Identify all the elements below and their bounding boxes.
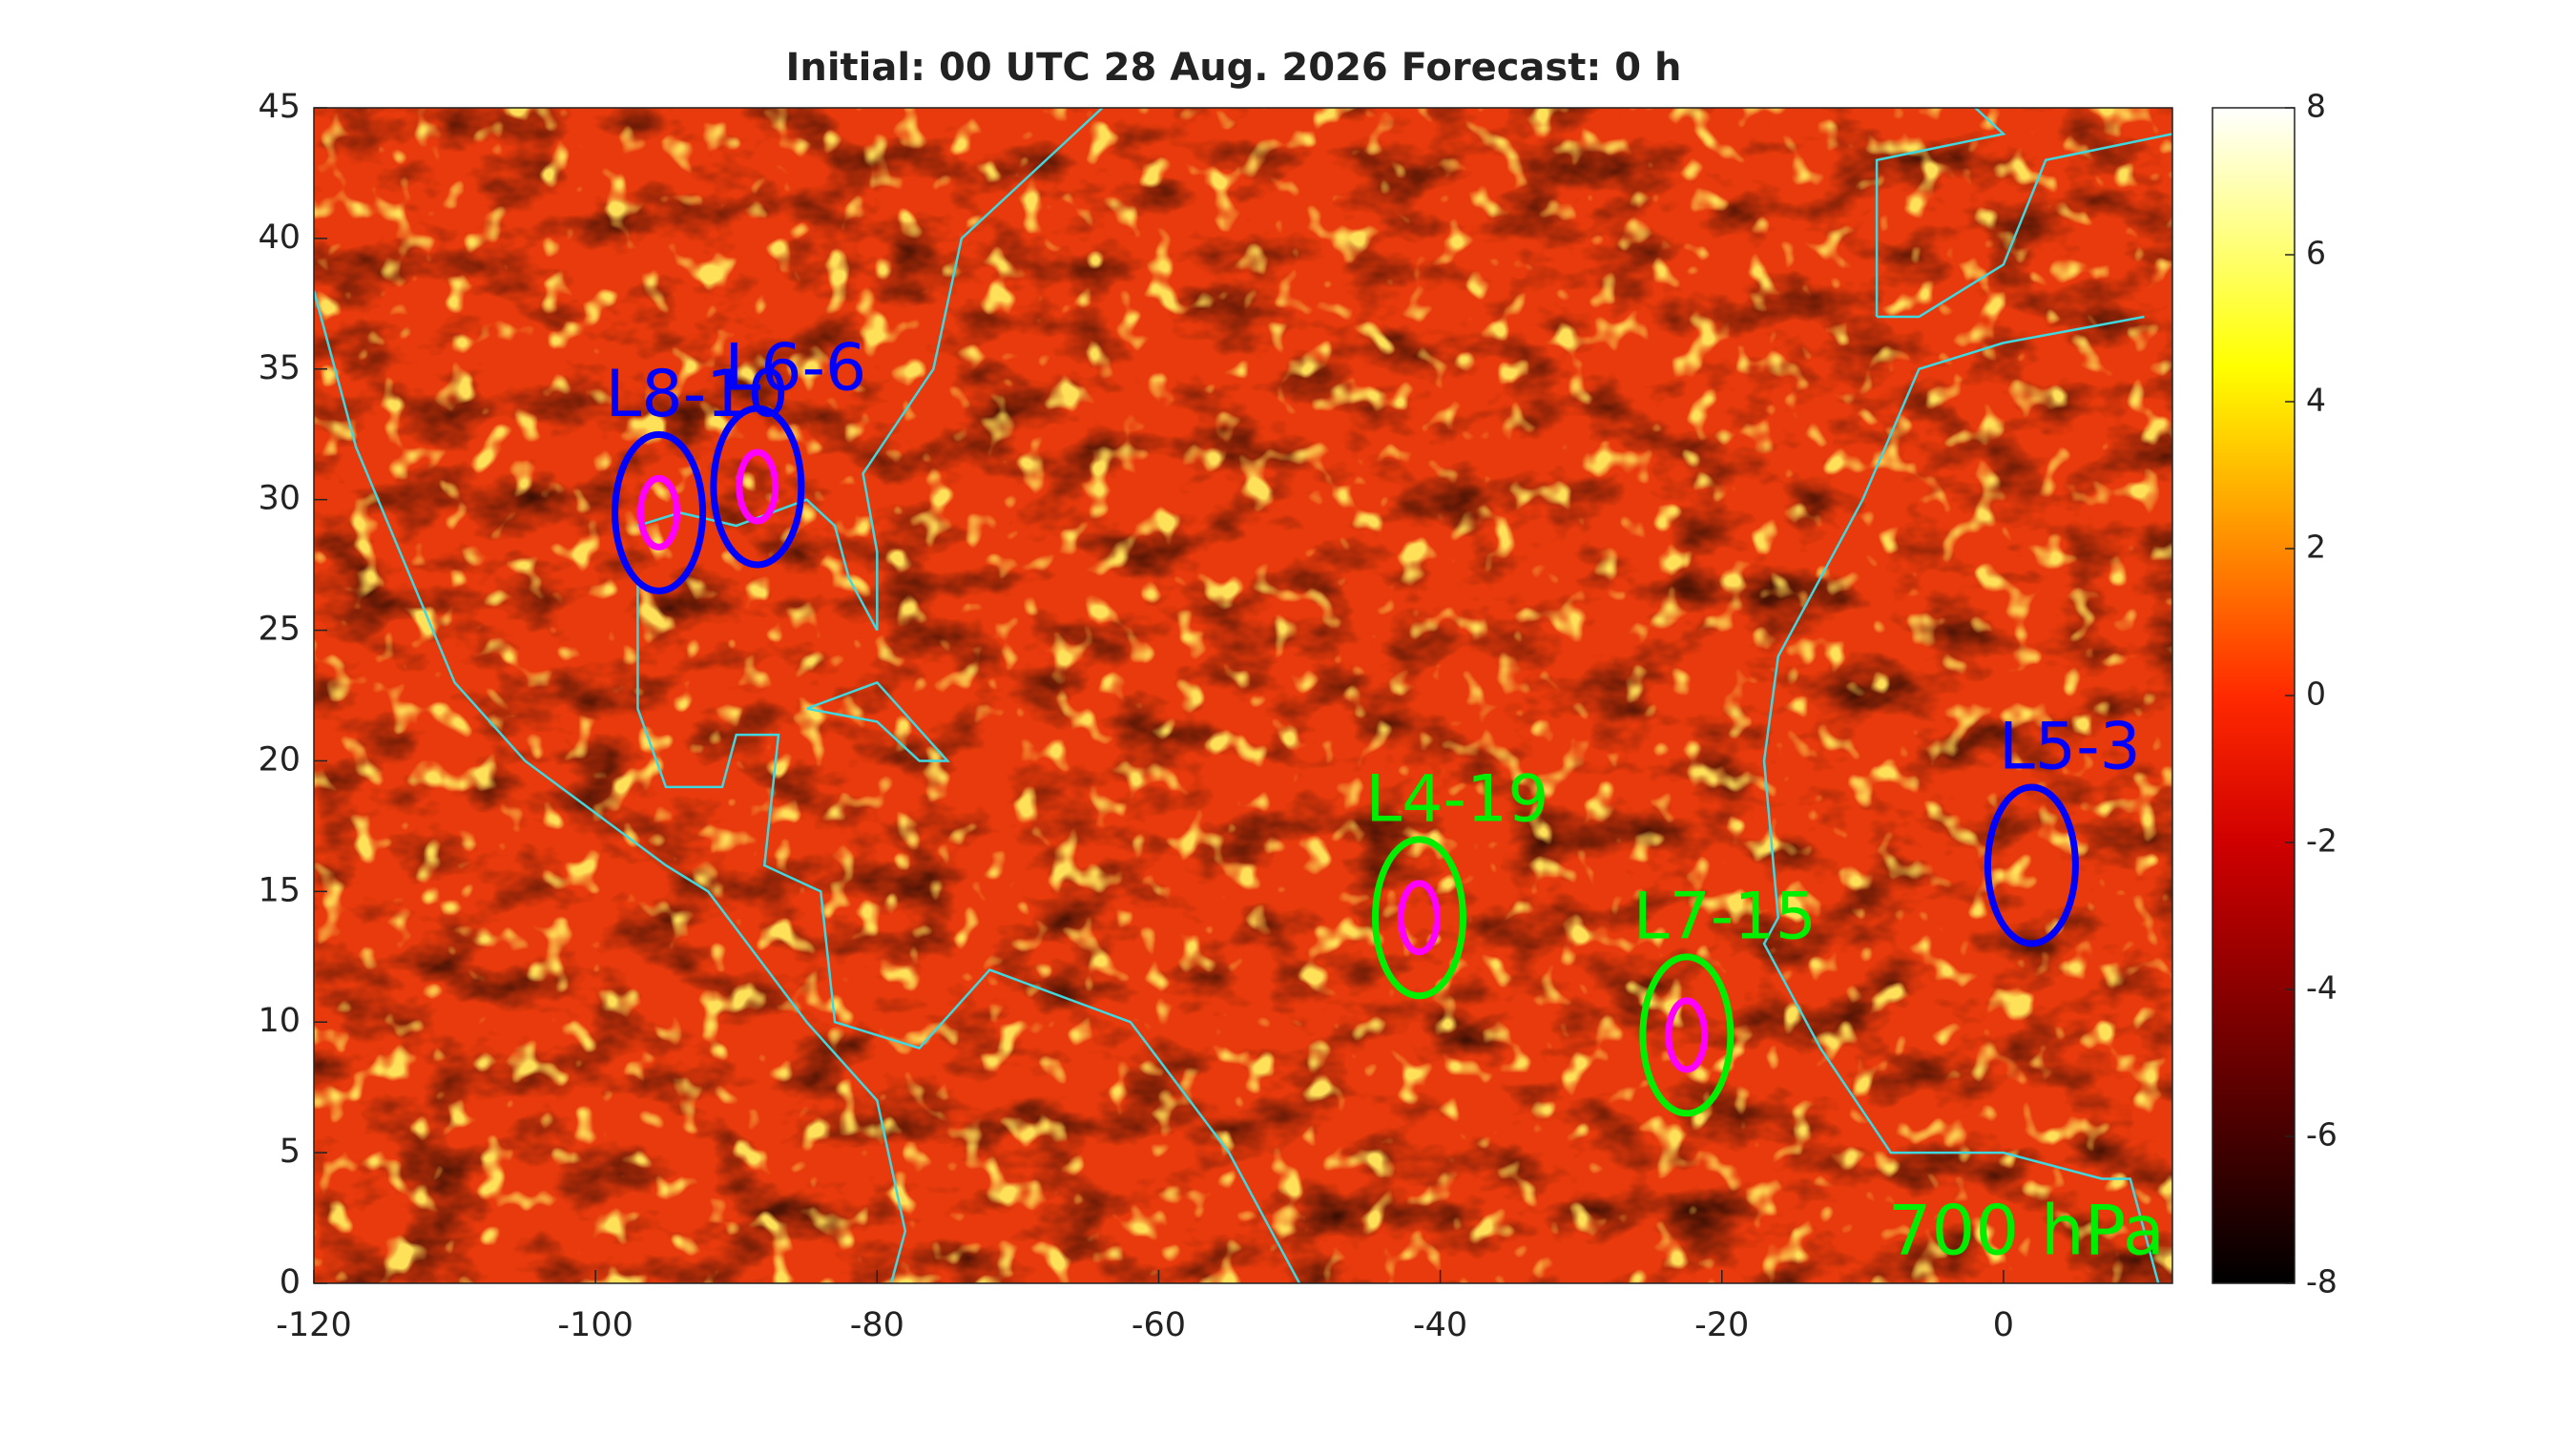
system-core [736, 448, 779, 525]
x-tick-label: -120 [276, 1306, 351, 1344]
y-tick-label: 15 [258, 871, 301, 909]
coastline [314, 108, 2172, 1283]
chart-title: Initial: 00 UTC 28 Aug. 2026 Forecast: 0… [785, 46, 1681, 90]
system-core [1397, 880, 1441, 956]
x-tick-label: 0 [1993, 1306, 2014, 1344]
colorbar-tick-label: -6 [2306, 1116, 2337, 1154]
system-label: L5-3 [1999, 710, 2141, 785]
coast-line [314, 290, 907, 1283]
coast-line [1877, 133, 2172, 319]
system-label: L7-15 [1633, 879, 1817, 954]
colorbar-tick-label: 4 [2306, 382, 2326, 419]
field [314, 108, 2172, 1283]
x-tick-label: -80 [850, 1306, 904, 1344]
coast-line [637, 108, 1104, 632]
y-tick-label: 0 [280, 1263, 301, 1301]
system-label: L6-6 [724, 331, 866, 406]
x-tick-label: -20 [1694, 1306, 1749, 1344]
x-tick-label: -40 [1413, 1306, 1467, 1344]
level-label: 700 hPa [1888, 1191, 2165, 1271]
plot-frame [313, 107, 2173, 1284]
system-ellipse [1371, 836, 1466, 1000]
coast-line [806, 680, 950, 762]
system-label: L4-19 [1365, 761, 1548, 837]
coast-line [636, 577, 1301, 1283]
colorbar-tick-label: 2 [2306, 529, 2326, 566]
system-ellipse [612, 430, 707, 594]
colorbar-tick-label: -4 [2306, 969, 2337, 1007]
system-core [637, 474, 681, 551]
system-label: L8-10 [605, 357, 788, 432]
y-tick-label: 5 [280, 1133, 301, 1171]
colorbar-tick-label: -2 [2306, 822, 2337, 860]
colorbar-tick-label: -8 [2306, 1263, 2337, 1300]
system-ellipse [710, 405, 805, 569]
system-core [1665, 997, 1709, 1073]
x-tick-label: -60 [1132, 1306, 1186, 1344]
y-tick-label: 25 [258, 611, 301, 649]
colorbar-tick-label: 8 [2306, 88, 2326, 125]
y-tick-label: 30 [258, 480, 301, 518]
field-bright [314, 108, 2172, 1283]
system-ellipse [1984, 783, 2079, 947]
colorbar-tick-label: 6 [2306, 235, 2326, 272]
colorbar [2212, 107, 2296, 1284]
x-tick-label: -100 [557, 1306, 633, 1344]
colorbar-tick-label: 0 [2306, 676, 2326, 713]
coast-line [1875, 108, 2006, 318]
y-tick-label: 10 [258, 1002, 301, 1040]
y-tick-label: 40 [258, 218, 301, 257]
system-ellipse [1639, 953, 1735, 1117]
y-tick-label: 35 [258, 349, 301, 387]
coast-line [1762, 315, 2160, 1283]
y-tick-label: 20 [258, 740, 301, 779]
y-tick-label: 45 [258, 88, 301, 126]
